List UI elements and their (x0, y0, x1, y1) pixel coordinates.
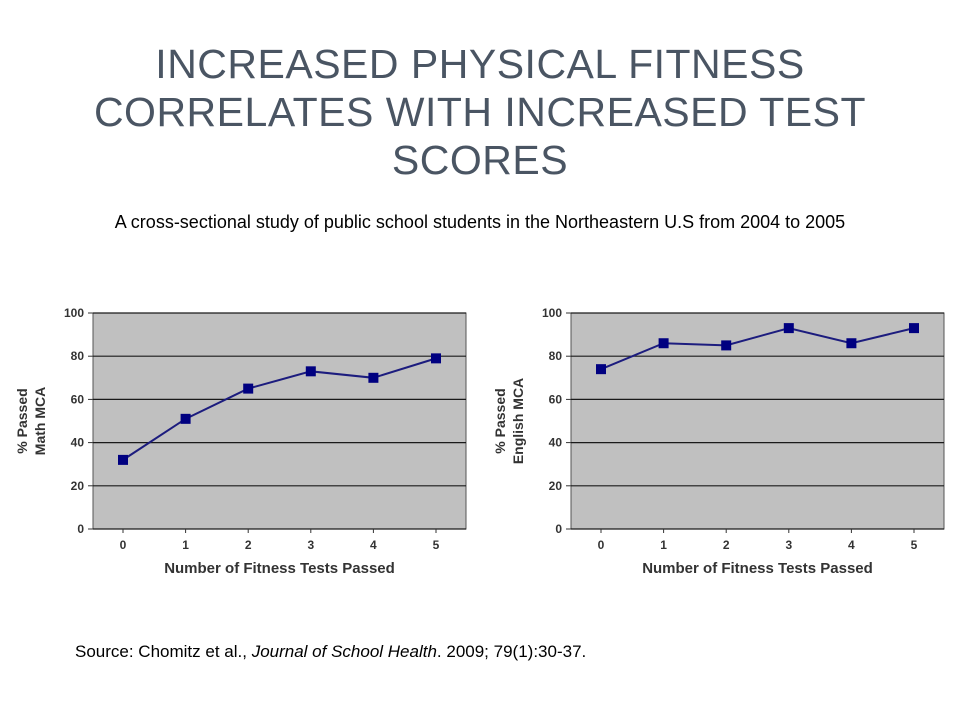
english-x-tick-label: 0 (598, 538, 605, 552)
math-mca-chart: 0 20 40 60 80 100 0 1 2 3 4 5 Number of Fitness Test… (5, 295, 475, 595)
math-plot-area (92, 312, 467, 530)
english-x-tick-label: 2 (723, 538, 730, 552)
english-mca-chart: 0 20 40 60 80 100 0 1 2 3 4 5 Number of Fitness Test… (483, 295, 953, 595)
math-x-axis-label: Number of Fitness Tests Passed (164, 560, 395, 577)
english-mca-chart-svg: 0 20 40 60 80 100 0 1 2 3 4 5 Number of Fitness Test… (492, 306, 945, 577)
english-data-point (909, 323, 919, 334)
math-y-tick-label: 40 (71, 436, 85, 450)
slide-subtitle: A cross-sectional study of public school… (114, 212, 846, 232)
source-prefix: Source: Chomitz et al., (75, 642, 252, 661)
english-plot-area (570, 312, 945, 530)
math-y-tick-label: 80 (71, 349, 85, 363)
source-journal: Journal of School Health (251, 642, 437, 661)
math-data-point (431, 353, 441, 364)
source-citation: Source: Chomitz et al., Journal of Schoo… (75, 642, 895, 662)
math-series-line (122, 357, 437, 461)
source-suffix: . 2009; 79(1):30-37. (436, 642, 587, 661)
math-y-tick-label: 100 (64, 306, 84, 320)
math-data-point (243, 383, 254, 394)
math-x-tick-label: 4 (370, 538, 377, 552)
math-y-tick-label: 20 (71, 479, 85, 493)
english-y-axis-label: English MCA (510, 378, 526, 464)
math-x-tick-label: 3 (307, 538, 314, 552)
math-y-axis-label: % Passed (14, 388, 30, 453)
english-data-point (783, 323, 794, 334)
english-data-point (596, 364, 606, 375)
english-y-tick-label: 100 (542, 306, 562, 320)
math-x-tick-label: 0 (120, 538, 127, 552)
english-x-tick-label: 5 (911, 538, 918, 552)
math-data-point (305, 366, 316, 377)
english-data-point (721, 340, 732, 351)
english-x-tick-label: 4 (848, 538, 855, 552)
slide-title: INCREASED PHYSICAL FITNESS CORRELATES WI… (93, 41, 867, 183)
math-data-point (118, 454, 128, 465)
english-x-tick-label: 3 (785, 538, 792, 552)
english-y-tick-label: 60 (549, 392, 563, 406)
english-x-axis-label: Number of Fitness Tests Passed (642, 560, 873, 577)
math-x-tick-label: 2 (245, 538, 252, 552)
english-y-tick-label: 20 (549, 479, 563, 493)
english-series-line (600, 327, 915, 371)
math-mca-chart-svg: 0 20 40 60 80 100 0 1 2 3 4 5 Number of Fitness Test… (14, 306, 467, 577)
english-y-tick-label: 0 (555, 522, 562, 536)
english-y-tick-label: 80 (549, 349, 563, 363)
math-y-tick-label: 60 (71, 392, 85, 406)
math-x-tick-label: 5 (433, 538, 440, 552)
english-y-tick-label: 40 (549, 436, 563, 450)
english-data-point (658, 338, 669, 349)
english-data-point (846, 338, 857, 349)
math-data-point (368, 372, 379, 383)
math-y-tick-label: 0 (77, 522, 84, 536)
math-x-tick-label: 1 (182, 538, 189, 552)
english-x-tick-label: 1 (660, 538, 667, 552)
english-y-axis-label: % Passed (492, 388, 508, 453)
math-data-point (180, 413, 191, 424)
math-y-axis-label: Math MCA (32, 387, 48, 455)
